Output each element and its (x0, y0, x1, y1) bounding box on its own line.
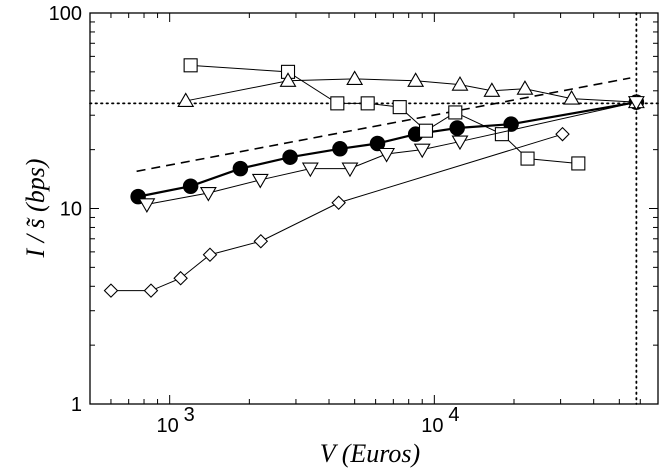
open-square-point (520, 151, 535, 166)
y-tick-label: 100 (49, 3, 82, 25)
y-tick-label: 1 (71, 394, 82, 416)
open-diamond-point (253, 233, 269, 249)
series-line (110, 133, 563, 292)
x-tick-exponent: 4 (448, 404, 459, 426)
open-diamond-point (202, 247, 218, 263)
series-open-diamond (103, 126, 570, 298)
filled-circle-point (332, 141, 348, 157)
open-triangle-down-point (301, 162, 319, 178)
open-square-point (494, 127, 509, 142)
open-square-point (392, 100, 407, 115)
open-triangle-up-point (563, 89, 581, 105)
open-diamond-point (555, 126, 570, 142)
plot-frame (89, 12, 659, 405)
plot-area (89, 12, 659, 405)
open-triangle-down-point (378, 147, 396, 163)
open-triangle-down-point (138, 198, 156, 213)
open-diamond-point (173, 270, 188, 286)
open-square-point (183, 58, 198, 73)
open-triangle-down-point (341, 162, 359, 178)
open-triangle-up-point (279, 72, 297, 87)
open-square-point (571, 156, 586, 171)
open-square-point (418, 123, 434, 138)
open-triangle-down-point (251, 173, 269, 189)
open-triangle-up-point (177, 92, 195, 107)
open-triangle-down-point (199, 186, 217, 202)
x-tick-label: 10 (157, 415, 179, 437)
x-tick-exponent: 3 (184, 404, 195, 426)
open-triangle-up-point (516, 80, 534, 95)
filled-circle-point (282, 149, 298, 165)
dashed-fit-line (136, 77, 631, 173)
open-triangle-up-point (346, 70, 364, 85)
open-triangle-up-point (451, 76, 469, 91)
open-triangle-down-point (627, 96, 645, 111)
series-line (190, 64, 579, 164)
open-square-point (448, 105, 463, 120)
open-triangle-down-point (413, 143, 431, 159)
series-open-triangle-up (177, 70, 645, 109)
open-diamond-point (331, 195, 346, 211)
axis-ticks (89, 12, 659, 405)
filled-circle-point (369, 135, 386, 152)
y-tick-label: 10 (60, 199, 82, 221)
x-tick-label: 10 (421, 415, 443, 437)
open-diamond-point (143, 283, 159, 298)
y-axis-title: I / s̃ (bps) (21, 159, 50, 259)
filled-circle-point (182, 178, 199, 194)
series-open-triangle-down (138, 96, 645, 213)
open-square-point (330, 96, 345, 111)
x-axis-title: V (Euros) (320, 439, 420, 468)
open-triangle-up-point (407, 72, 425, 87)
series-open-square (183, 58, 586, 171)
open-triangle-down-point (451, 135, 469, 151)
open-square-point (360, 96, 375, 111)
open-triangle-up-point (483, 82, 501, 97)
filled-circle-point (232, 160, 249, 177)
filled-circle-point (449, 120, 465, 136)
open-diamond-point (103, 283, 119, 298)
